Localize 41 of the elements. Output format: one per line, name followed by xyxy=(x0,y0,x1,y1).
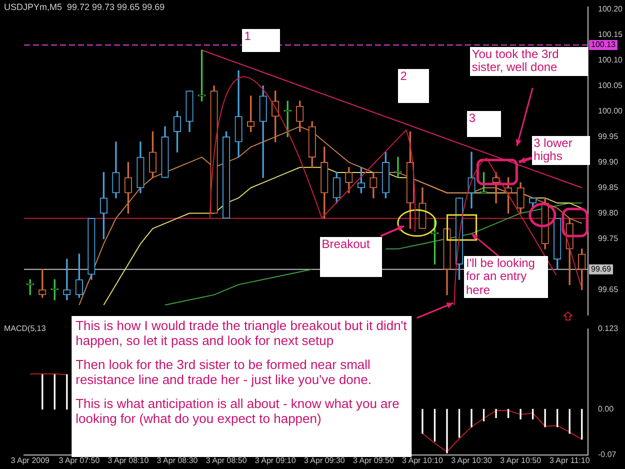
y-tick-label: 99.90 xyxy=(598,157,619,166)
annotation: Then look for the 3rd sister to be formed near small resistance line and trade her - just like you've done. xyxy=(76,356,372,388)
y-tick-label: 0.123 xyxy=(598,324,619,334)
y-tick-label: 0.00 xyxy=(598,404,614,414)
x-tick-label: 3 Apr 2009 xyxy=(10,456,50,466)
x-tick-label: 3 Apr 09:50 xyxy=(352,456,394,466)
x-tick-label: 3 Apr 08:10 xyxy=(108,456,150,466)
y-tick-label: 100.05 xyxy=(598,81,624,90)
x-tick-label: 3 Apr 10:30 xyxy=(451,456,493,466)
annotation: 3 lower highs xyxy=(532,136,590,165)
y-tick-label: 99.75 xyxy=(598,234,619,243)
ref-line-label: 99.69 xyxy=(591,264,612,274)
annotation: Breakout xyxy=(320,237,382,277)
y-tick-label: 99.95 xyxy=(598,132,619,141)
y-tick-label: 99.65 xyxy=(598,284,619,294)
ref-line-label: 100.13 xyxy=(591,40,616,50)
x-tick-label: 3 Apr 07:50 xyxy=(58,456,100,466)
candlestick xyxy=(394,156,402,178)
x-tick-label: 3 Apr 08:50 xyxy=(206,456,248,466)
x-tick-label: 3 Apr 08:30 xyxy=(156,456,198,466)
annotation: 2 xyxy=(398,69,430,103)
x-tick-label: 3 Apr 10:10 xyxy=(402,456,444,466)
chart-title: USDJPYm,M5 99.72 99.73 99.65 99.69 xyxy=(4,2,165,12)
x-tick-label: 3 Apr 09:10 xyxy=(254,456,296,466)
annotation: I'll be looking for an entry here xyxy=(464,256,548,298)
y-tick-label: 100.00 xyxy=(598,106,624,116)
y-tick-label: 100.15 xyxy=(598,30,624,40)
x-tick-label: 3 Apr 09:30 xyxy=(304,456,346,466)
chart-title: MACD(5,13 xyxy=(4,324,46,334)
annotation: You took the 3rd sister, well done xyxy=(470,47,588,76)
y-tick-label: 99.85 xyxy=(598,182,619,192)
y-tick-label: 99.80 xyxy=(598,208,619,218)
y-tick-label: 100.20 xyxy=(598,4,624,14)
annotation: This is how I would trade the triangle breakout but it didn't happen, so let it pass and look for next setup xyxy=(76,318,408,349)
x-tick-label: 3 Apr 10:50 xyxy=(500,456,542,466)
annotation: 1 xyxy=(242,29,280,52)
x-tick-label: 3 Apr 11:10 xyxy=(549,456,590,466)
annotation: 3 xyxy=(466,111,501,137)
y-tick-label: -0.07 xyxy=(598,450,617,460)
annotation: This is what anticipation is all about - know what you are looking for (what do you expect to happen) xyxy=(76,396,400,427)
y-tick-label: 100.10 xyxy=(598,56,624,65)
